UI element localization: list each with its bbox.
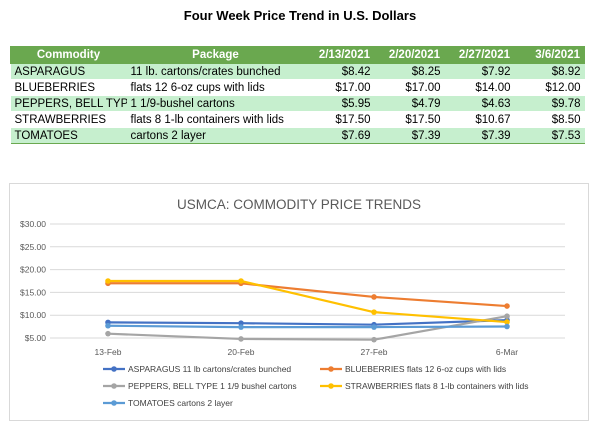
table-row: ASPARAGUS 11 lb. cartons/crates bunched $8… xyxy=(10,63,585,80)
package-cell: flats 8 1-lb containers with lids xyxy=(126,111,305,128)
data-point xyxy=(371,336,377,343)
data-point xyxy=(105,322,111,329)
price-cell: $17.00 xyxy=(374,79,445,96)
commodity-cell: PEPPERS, BELL TYPE xyxy=(10,95,127,112)
legend-line-marker-icon xyxy=(320,383,342,389)
data-point xyxy=(504,323,510,330)
series-line xyxy=(107,315,508,341)
table-row: STRAWBERRIES flats 8 1-lb containers with… xyxy=(10,111,585,128)
legend-line-marker-icon xyxy=(103,400,125,406)
data-point xyxy=(504,319,510,325)
series-line xyxy=(108,282,508,308)
package-cell: cartons 2 layer xyxy=(126,127,305,144)
price-cell: $10.67 xyxy=(444,111,515,128)
legend-item: PEPPERS, BELL TYPE 1 1/9 bushel cartons xyxy=(103,381,297,391)
legend-label: ASPARAGUS 11 lb cartons/crates bunched xyxy=(128,364,292,374)
commodity-cell: ASPARAGUS xyxy=(10,63,127,80)
legend-item: TOMATOES cartons 2 layer xyxy=(103,398,233,408)
chart-title: USMCA: COMMODITY PRICE TRENDS xyxy=(177,197,421,212)
price-cell: $7.69 xyxy=(304,127,375,144)
y-tick-label: $10.00 xyxy=(20,310,46,320)
legend-line-marker-icon xyxy=(103,383,125,389)
price-cell: $7.92 xyxy=(444,63,515,80)
header-date: 2/20/2021 xyxy=(374,46,445,64)
legend-line-marker-icon xyxy=(320,366,342,372)
table-row: BLUEBERRIES flats 12 6-oz cups with lids $… xyxy=(10,79,585,96)
commodity-cell: BLUEBERRIES xyxy=(10,79,127,96)
price-cell: $9.78 xyxy=(514,95,585,112)
table-row: TOMATOES cartons 2 layer $7.69 $7.39 $7.39 $7… xyxy=(10,127,585,144)
data-point xyxy=(371,309,377,315)
page-title: Four Week Price Trend in U.S. Dollars xyxy=(183,8,417,23)
data-point xyxy=(105,330,111,337)
price-cell: $12.00 xyxy=(514,79,585,96)
series-line xyxy=(107,324,508,329)
legend-label: PEPPERS, BELL TYPE 1 1/9 bushel cartons xyxy=(128,381,297,391)
package-cell: 1 1/9-bushel cartons xyxy=(126,95,305,112)
legend-item: STRAWBERRIES flats 8 1-lb containers wit… xyxy=(320,381,528,391)
x-tick-label: 20-Feb xyxy=(228,347,255,357)
y-tick-label: $5.00 xyxy=(25,333,47,343)
price-cell: $5.95 xyxy=(304,95,375,112)
commodity-cell: TOMATOES xyxy=(10,127,127,144)
commodity-cell: STRAWBERRIES xyxy=(10,111,127,128)
data-point xyxy=(105,278,111,284)
legend-label: TOMATOES cartons 2 layer xyxy=(128,398,233,408)
legend-label: BLUEBERRIES flats 12 6-oz cups with lids xyxy=(345,364,507,374)
header-date: 2/27/2021 xyxy=(444,46,515,64)
price-cell: $8.25 xyxy=(374,63,445,80)
header-date: 3/6/2021 xyxy=(514,46,585,64)
data-point xyxy=(238,324,244,330)
price-cell: $8.92 xyxy=(514,63,585,80)
data-point xyxy=(371,294,377,300)
table-header-row: Commodity Package 2/13/2021 2/20/2021 2/… xyxy=(10,46,585,64)
legend-item: ASPARAGUS 11 lb cartons/crates bunched xyxy=(103,364,291,374)
price-trend-chart: USMCA: COMMODITY PRICE TRENDS $5.00 $10.00… xyxy=(9,183,589,421)
table-row: PEPPERS, BELL TYPE 1 1/9-bushel cartons $5… xyxy=(10,95,585,112)
price-cell: $7.39 xyxy=(444,127,515,144)
price-table: Commodity Package 2/13/2021 2/20/2021 2/… xyxy=(10,46,585,144)
price-cell: $14.00 xyxy=(444,79,515,96)
data-point xyxy=(504,313,510,320)
data-point xyxy=(238,336,244,342)
header-commodity: Commodity xyxy=(10,46,127,64)
price-cell: $4.79 xyxy=(374,95,445,112)
package-cell: 11 lb. cartons/crates bunched xyxy=(126,63,305,80)
price-cell: $8.42 xyxy=(304,63,375,80)
data-point xyxy=(238,278,244,284)
header-package: Package xyxy=(126,46,305,64)
y-tick-label: $15.00 xyxy=(20,287,46,297)
package-cell: flats 12 6-oz cups with lids xyxy=(126,79,305,96)
price-cell: $17.00 xyxy=(304,79,375,96)
series-line xyxy=(107,319,508,326)
series-line xyxy=(108,279,508,324)
price-cell: $17.50 xyxy=(374,111,445,128)
data-point xyxy=(371,324,377,330)
legend-label: STRAWBERRIES flats 8 1-lb containers wit… xyxy=(345,381,529,391)
x-tick-label: 13-Feb xyxy=(95,347,122,357)
chart-canvas: USMCA: COMMODITY PRICE TRENDS $5.00 $10.00… xyxy=(20,197,565,357)
y-tick-label: $25.00 xyxy=(20,242,46,252)
header-date: 2/13/2021 xyxy=(304,46,375,64)
legend-line-marker-icon xyxy=(103,366,125,372)
price-cell: $4.63 xyxy=(444,95,515,112)
y-tick-label: $20.00 xyxy=(20,265,46,275)
y-tick-label: $30.00 xyxy=(20,219,46,229)
x-tick-label: 6-Mar xyxy=(496,347,518,357)
price-cell: $7.39 xyxy=(374,127,445,144)
price-cell: $8.50 xyxy=(514,111,585,128)
legend-item: BLUEBERRIES flats 12 6-oz cups with lids xyxy=(320,364,506,374)
price-cell: $17.50 xyxy=(304,111,375,128)
data-point xyxy=(238,320,244,326)
price-cell: $7.53 xyxy=(514,127,585,144)
data-point xyxy=(504,303,510,309)
x-tick-label: 27-Feb xyxy=(361,347,388,357)
